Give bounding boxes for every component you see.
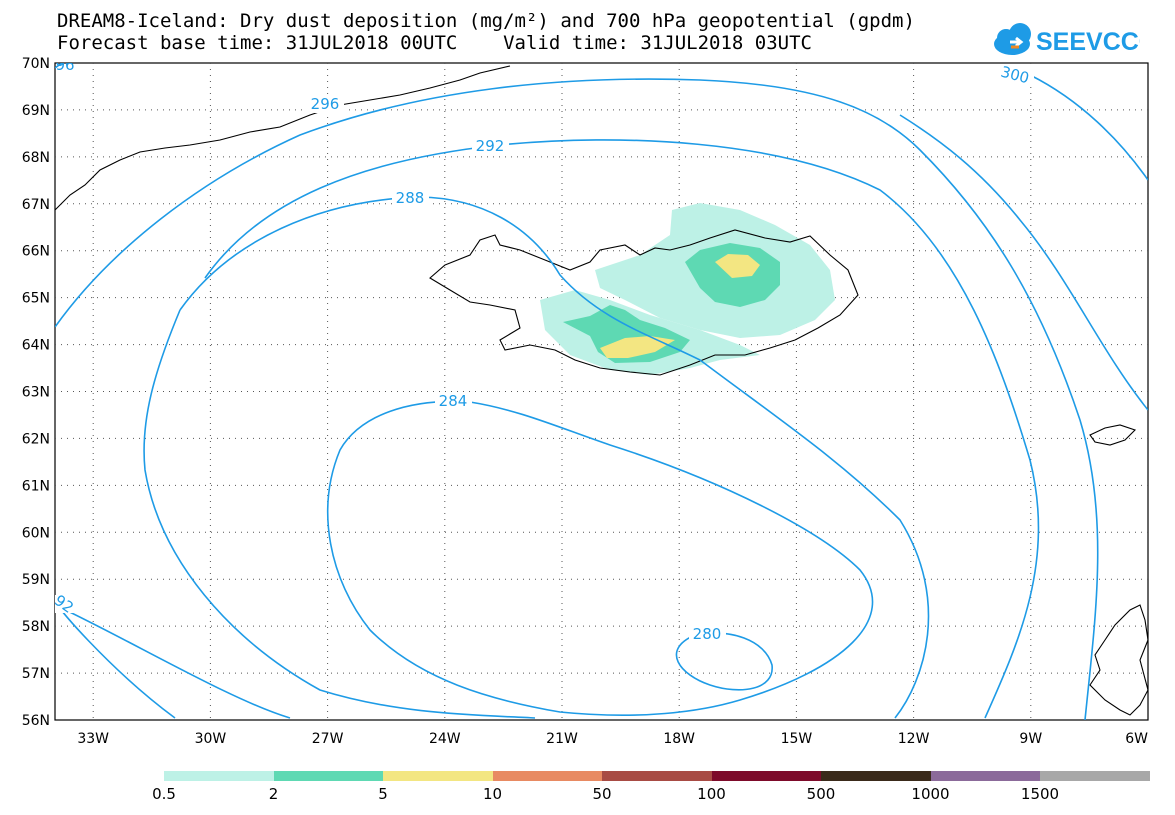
colorbar-swatch (273, 771, 383, 781)
map-title-line2: Forecast base time: 31JUL2018 00UTC Vali… (57, 32, 812, 54)
colorbar-swatch (711, 771, 821, 781)
greenland-coastline (55, 65, 511, 211)
contour-label-296: 296 (311, 95, 340, 113)
colorbar-swatch (602, 771, 712, 781)
lat-label: 61N (22, 478, 50, 494)
iceland-coastline (429, 229, 859, 376)
map-title-line1: DREAM8-Iceland: Dry dust deposition (mg/… (57, 10, 915, 32)
lat-label: 59N (22, 572, 50, 588)
contour-label-96: 96 (55, 56, 74, 74)
dust-deposition-field (540, 203, 835, 375)
contour-label-280: 280 (693, 625, 722, 643)
colorbar-label: 2 (268, 785, 279, 803)
lat-label: 65N (22, 291, 50, 307)
contour-288 (143, 196, 930, 719)
lon-label: 12W (898, 731, 930, 747)
colorbar-label: 0.5 (152, 785, 176, 803)
lat-label: 58N (22, 619, 50, 635)
coastlines (55, 65, 1148, 716)
lon-label: 27W (312, 731, 344, 747)
colorbar-label: 1000 (911, 785, 950, 803)
contour-label-284: 284 (439, 392, 468, 410)
longitude-labels: 33W 30W 27W 24W 21W 18W 15W 12W 9W 6W (77, 731, 1148, 747)
contour-280 (675, 632, 773, 691)
seevccc-logo: SEEVCCC (994, 23, 1140, 56)
contour-300-north (1029, 74, 1148, 181)
colorbar-swatch (383, 771, 493, 781)
lon-label: 33W (77, 731, 109, 747)
graticule (55, 63, 1148, 720)
lat-label: 70N (22, 56, 50, 72)
contour-labels: 296 292 288 284 280 300 92 96 (55, 56, 1034, 643)
contour-300-east (899, 114, 1148, 411)
lon-label: 21W (546, 731, 578, 747)
lat-label: 66N (22, 244, 50, 260)
lat-label: 57N (22, 666, 50, 682)
logo-text: SEEVCCC (1036, 28, 1140, 56)
lon-label: 15W (781, 731, 813, 747)
colorbar-label: 5 (378, 785, 388, 803)
faroe-islands-coastline (1089, 424, 1137, 446)
lat-label: 60N (22, 525, 50, 541)
lon-label: 9W (1019, 731, 1042, 747)
lat-label: 62N (22, 431, 50, 447)
colorbar-swatch (164, 771, 274, 781)
colorbar-label: 50 (592, 785, 612, 803)
dust-area-high-west (600, 336, 675, 358)
lon-label: 6W (1125, 731, 1148, 747)
colorbar-swatch (821, 771, 931, 781)
lon-label: 18W (663, 731, 695, 747)
lat-label: 67N (22, 197, 50, 213)
contour-296 (55, 78, 1099, 720)
contour-label-288: 288 (396, 189, 425, 207)
lat-label: 69N (22, 103, 50, 119)
latitude-labels: 70N 69N 68N 67N 66N 65N 64N 63N 62N 61N 60N 59N 58N 5… (22, 56, 50, 729)
lon-label: 30W (195, 731, 227, 747)
scotland-coastline (1089, 604, 1148, 716)
geopotential-contours (55, 63, 1148, 720)
colorbar-label: 500 (806, 785, 836, 803)
lat-label: 56N (22, 713, 50, 729)
lat-label: 68N (22, 150, 50, 166)
colorbar-label: 10 (482, 785, 503, 803)
colorbar-swatch (1040, 771, 1150, 781)
contour-label-292: 292 (476, 137, 505, 155)
lon-label: 24W (429, 731, 461, 747)
colorbar-swatch (930, 771, 1040, 781)
colorbar-swatch (492, 771, 602, 781)
lat-label: 64N (22, 338, 50, 354)
contour-284 (326, 400, 874, 717)
cloud-icon (994, 23, 1031, 55)
lat-label: 63N (22, 385, 50, 401)
colorbar-label: 1500 (1020, 785, 1060, 803)
colorbar-label: 100 (697, 785, 726, 803)
dust-area-high-northeast (715, 254, 760, 278)
contour-96 (55, 63, 63, 69)
